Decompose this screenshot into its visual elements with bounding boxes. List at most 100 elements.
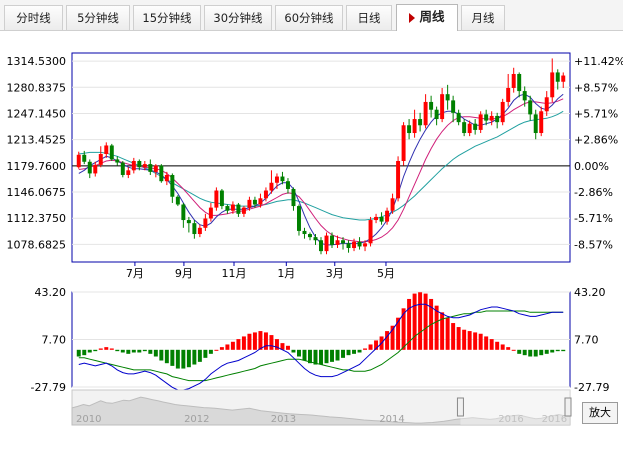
macd-bar (120, 349, 125, 353)
macd-bar (478, 333, 483, 350)
macd-bar (313, 349, 318, 365)
tab-30min[interactable]: 30分钟线 (204, 5, 272, 30)
candlestick (396, 156, 401, 202)
candle-body (93, 164, 98, 174)
candle-body (219, 190, 224, 207)
candle-body (330, 235, 334, 245)
candlestick (506, 73, 511, 107)
tab-weekly[interactable]: 周线 (396, 4, 458, 31)
candle-body (252, 199, 257, 205)
macd-bar (236, 339, 241, 350)
navigator-year-label: 2014 (379, 414, 404, 425)
macd-bar (385, 331, 390, 350)
candlestick (87, 159, 92, 179)
candle-body (296, 206, 301, 231)
candle-body (120, 162, 125, 175)
candlestick (429, 95, 434, 118)
candle-body (98, 154, 103, 165)
candle-body (478, 114, 483, 130)
navigator-handle[interactable] (456, 397, 464, 417)
candlestick (418, 112, 423, 132)
tab-60min[interactable]: 60分钟线 (275, 5, 343, 30)
macd-bar (247, 333, 252, 350)
price-tick-label: 1179.7600 (7, 160, 67, 173)
candle-body (274, 176, 279, 183)
candle-body (126, 170, 131, 175)
zoom-button[interactable]: 放大 (582, 402, 618, 424)
candlestick (137, 159, 142, 171)
macd-bar (324, 349, 329, 364)
macd-bar (115, 349, 120, 352)
candle-body (429, 101, 434, 110)
candle-body (440, 94, 445, 120)
navigator-handle[interactable] (564, 397, 572, 417)
candle-body (82, 154, 87, 162)
candle-body (550, 72, 555, 98)
price-tick-label: 1146.0675 (7, 186, 67, 199)
macd-bar (296, 349, 301, 357)
macd-bar (539, 349, 544, 356)
candle-body (539, 111, 544, 134)
tab-daily[interactable]: 日线 (346, 5, 392, 30)
macd-bar (291, 349, 296, 353)
candlestick (197, 224, 202, 238)
candle-body (164, 174, 169, 182)
candlestick (308, 232, 312, 241)
candlestick (120, 160, 125, 178)
candle-body (319, 240, 323, 252)
month-label: 11月 (222, 267, 247, 280)
candle-body (137, 160, 142, 168)
macd-bar (489, 339, 494, 350)
navigator-area (71, 396, 571, 426)
candle-body (258, 198, 263, 205)
price-tick-label: 1213.4525 (7, 134, 67, 147)
candlestick (258, 193, 263, 208)
macd-bar (104, 347, 109, 350)
macd-bar (363, 348, 368, 350)
candle-body (511, 73, 516, 88)
candlestick (451, 95, 456, 123)
stock-chart: 1314.5300 +11.42% 1280.8375 +8.57% 1247.1450… (7, 52, 623, 426)
candle-body (153, 165, 158, 172)
macd-bar (208, 349, 213, 354)
candle-body (357, 241, 362, 247)
candlestick (241, 206, 246, 217)
candle-body (385, 210, 390, 222)
price-tick-label: 1078.6825 (7, 238, 67, 251)
tab-5min[interactable]: 5分钟线 (66, 5, 130, 30)
macd-bar (341, 349, 346, 358)
candlestick (544, 91, 549, 116)
candle-body (313, 237, 318, 241)
navigator-year-label: 2013 (271, 414, 296, 425)
macd-bar (181, 349, 186, 369)
macd-bar (76, 349, 81, 357)
candlestick (148, 159, 153, 175)
candle-body (423, 101, 428, 126)
candle-body (445, 94, 450, 101)
candlestick (170, 173, 175, 203)
candlestick (302, 227, 307, 239)
candlestick (131, 157, 136, 174)
candlestick (319, 237, 323, 255)
macd-tick-label-right: -27.79 (574, 381, 609, 394)
candlestick (214, 187, 219, 211)
candlestick (142, 160, 147, 171)
percent-tick-label: -5.71% (574, 212, 613, 225)
candle-body (374, 216, 379, 221)
macd-bar (175, 349, 180, 369)
tab-monthly[interactable]: 月线 (461, 5, 505, 30)
candle-body (561, 75, 566, 82)
macd-bar (308, 349, 312, 364)
macd-bar (352, 349, 357, 354)
macd-bar (533, 349, 538, 357)
tab-15min[interactable]: 15分钟线 (133, 5, 201, 30)
candlestick (495, 112, 500, 129)
percent-tick-label: +11.42% (574, 55, 623, 68)
candle-body (379, 216, 384, 222)
candlestick (346, 240, 351, 253)
macd-bar (87, 349, 92, 353)
tab-intraday[interactable]: 分时线 (4, 5, 63, 30)
candlestick (357, 237, 362, 250)
candlestick (412, 109, 417, 138)
macd-bar (550, 349, 555, 353)
